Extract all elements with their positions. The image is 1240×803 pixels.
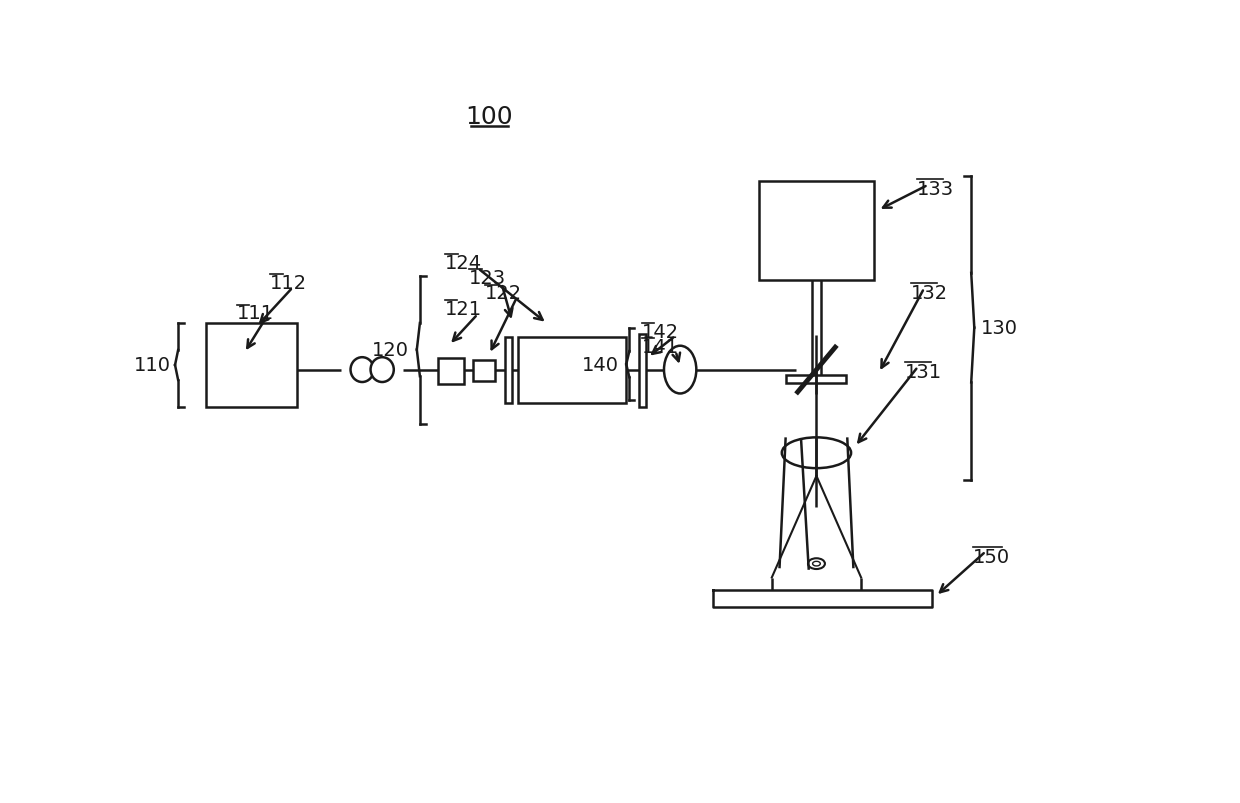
Bar xyxy=(438,359,464,385)
Bar xyxy=(518,338,626,404)
Text: 150: 150 xyxy=(972,547,1009,566)
Text: 130: 130 xyxy=(981,319,1018,338)
Bar xyxy=(640,335,646,407)
Text: 112: 112 xyxy=(270,273,306,292)
Text: 100: 100 xyxy=(465,104,513,128)
Text: 131: 131 xyxy=(905,362,942,381)
Bar xyxy=(206,324,296,407)
Text: 111: 111 xyxy=(237,304,274,323)
Bar xyxy=(472,360,495,381)
Text: 124: 124 xyxy=(445,253,482,272)
Bar xyxy=(759,181,874,280)
Text: 121: 121 xyxy=(445,300,481,318)
Ellipse shape xyxy=(808,559,825,569)
Ellipse shape xyxy=(781,438,851,469)
Text: 122: 122 xyxy=(485,284,522,303)
Ellipse shape xyxy=(371,358,394,382)
Polygon shape xyxy=(713,590,932,607)
Text: 141: 141 xyxy=(641,338,678,357)
Text: 132: 132 xyxy=(911,284,949,303)
Ellipse shape xyxy=(663,346,697,394)
Bar xyxy=(786,376,847,384)
Bar xyxy=(505,338,512,404)
Text: 140: 140 xyxy=(582,355,619,374)
Text: 120: 120 xyxy=(372,340,409,360)
Text: 142: 142 xyxy=(641,323,678,341)
Ellipse shape xyxy=(812,561,821,566)
Text: 123: 123 xyxy=(469,269,506,287)
Text: 110: 110 xyxy=(134,356,170,375)
Text: 133: 133 xyxy=(916,180,954,199)
Ellipse shape xyxy=(351,358,373,382)
